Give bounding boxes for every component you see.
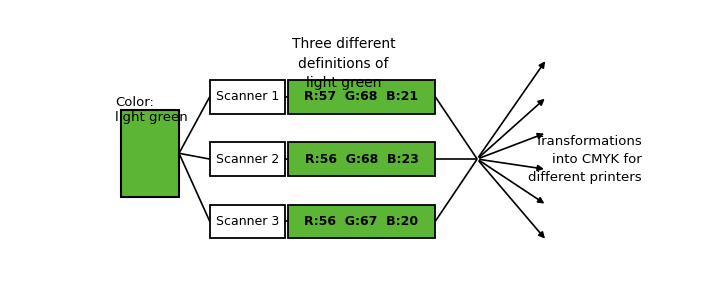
- Bar: [288, 205, 436, 238]
- Text: Color:
light green: Color: light green: [115, 96, 188, 124]
- Text: R:56  G:67  B:20: R:56 G:67 B:20: [304, 215, 418, 228]
- Bar: [210, 142, 285, 176]
- Text: Scanner 3: Scanner 3: [216, 215, 279, 228]
- Text: Three different
definitions of
light green: Three different definitions of light gre…: [292, 37, 395, 90]
- Bar: [288, 80, 436, 114]
- Bar: [288, 142, 436, 176]
- Text: Scanner 2: Scanner 2: [216, 152, 279, 166]
- Bar: [121, 109, 179, 197]
- Text: R:56  G:68  B:23: R:56 G:68 B:23: [305, 152, 418, 166]
- Bar: [210, 205, 285, 238]
- Text: Scanner 1: Scanner 1: [216, 90, 279, 103]
- Bar: [210, 80, 285, 114]
- Text: R:57  G:68  B:21: R:57 G:68 B:21: [304, 90, 418, 103]
- Text: Transformations
into CMYK for
different printers: Transformations into CMYK for different …: [528, 135, 641, 184]
